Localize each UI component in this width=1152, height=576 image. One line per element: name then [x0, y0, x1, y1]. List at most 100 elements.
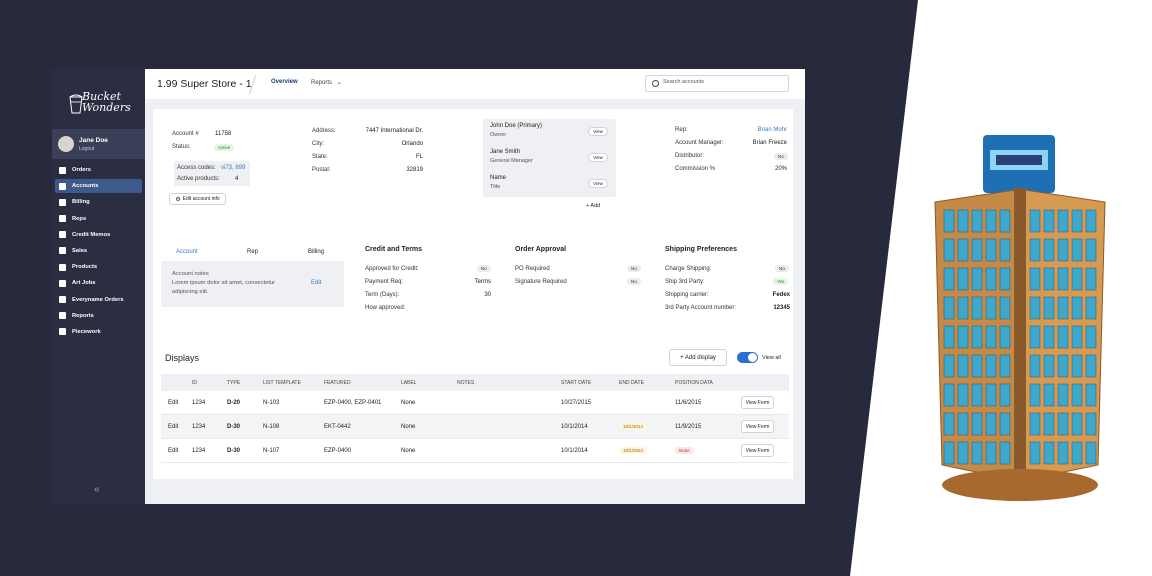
commission-value: 20% [774, 166, 787, 172]
term-label: Term (Days): [365, 292, 400, 298]
rack-product [999, 238, 1011, 262]
active-products: 4 [235, 176, 239, 182]
sidebar-item-label: Accounts [72, 183, 99, 190]
sidebar-item-everyname-orders[interactable]: Everyname Orders [55, 293, 142, 307]
sidebar-item-piecework[interactable]: Piecework [55, 325, 142, 339]
distributor-label: Distributor: [675, 153, 705, 159]
sidebar: Bucket Wonders Jane Doe Logout Orders Acc… [52, 69, 145, 505]
contact-name: Jane Smith [490, 149, 521, 155]
rack-product [1071, 412, 1083, 436]
column-header: LIST TEMPLATE [263, 380, 301, 386]
rack-product [1071, 296, 1083, 320]
row-edit-link[interactable]: Edit [168, 424, 179, 430]
cell-label: None [401, 448, 416, 454]
reps-icon [59, 215, 66, 223]
column-header: TYPE [227, 380, 241, 386]
row-edit-link[interactable]: Edit [168, 400, 179, 406]
tab-reports[interactable]: Reports ⌄ [311, 79, 342, 86]
add-contact-button[interactable]: + Add [586, 203, 601, 209]
city-value: Orlando [401, 141, 423, 147]
cell-featured: EZP-0400, EZP-0401 [324, 400, 382, 406]
contact-view-button[interactable]: View [588, 153, 608, 162]
rack-product [971, 209, 983, 233]
cell-id[interactable]: 1234 [192, 400, 206, 406]
sidebar-item-art-jobs[interactable]: Art Jobs [55, 276, 142, 290]
rack-product [971, 441, 983, 465]
tab-billing[interactable]: Billing [308, 249, 325, 255]
user-profile[interactable]: Jane Doe Logout [52, 129, 145, 159]
rack-product [971, 412, 983, 436]
contact-view-button[interactable]: View [588, 179, 608, 188]
contacts-panel: John Doe (Primary) Owner View Jane Smith Gen… [483, 119, 616, 197]
rack-product [1043, 267, 1055, 291]
sidebar-item-sales[interactable]: Sales [55, 244, 142, 258]
sidebar-item-reps[interactable]: Reps [55, 212, 142, 226]
sidebar-item-billing[interactable]: Billing [55, 195, 142, 209]
postal-value: 32819 [406, 167, 423, 173]
add-display-button[interactable]: + Add display [669, 349, 727, 366]
rack-product [985, 325, 997, 349]
access-codes[interactable]: vi73, 899 [221, 165, 246, 171]
column-header: FEATURED [324, 380, 351, 386]
tab-account[interactable]: Account [176, 249, 198, 255]
topbar: 1.99 Super Store - 1 Overview Reports ⌄ [145, 69, 805, 99]
contact-name: Name [490, 175, 507, 181]
view-form-button[interactable]: View Form [741, 396, 774, 409]
notes-text-line2: adipiscing elit. [172, 289, 209, 295]
credit-title: Credit and Terms [365, 246, 423, 253]
rack-product [1057, 267, 1069, 291]
view-form-button[interactable]: View Form [741, 420, 774, 433]
sidebar-item-credit-memos[interactable]: Credit Memos [55, 228, 142, 242]
notes-edit-link[interactable]: Edit [311, 280, 322, 286]
carrier-label: Shipping carrier: [665, 292, 709, 298]
collapse-sidebar-icon[interactable]: « [94, 484, 100, 495]
rack-product [957, 383, 969, 407]
cell-start: 10/1/2014 [561, 424, 588, 430]
sidebar-item-orders[interactable]: Orders [55, 163, 142, 177]
payment-req-value: Terms [474, 279, 491, 285]
app-window: 1.99 Super Store - 1 Overview Reports ⌄ … [145, 69, 805, 504]
cell-position: 11/6/2015 [675, 400, 702, 406]
rack-product [943, 383, 955, 407]
rack-product [999, 267, 1011, 291]
rack-product [1043, 209, 1055, 233]
cell-id[interactable]: 1234 [192, 448, 206, 454]
tab-rep[interactable]: Rep [247, 249, 259, 255]
rack-product [1029, 209, 1041, 233]
edit-account-button[interactable]: ⚙ Edit account info [169, 193, 226, 205]
chevron-down-icon: ⌄ [336, 80, 342, 86]
sidebar-item-reports[interactable]: Reports [55, 309, 142, 323]
cell-template: N-107 [263, 448, 280, 454]
rep-value[interactable]: Brian Mohr [757, 127, 787, 133]
search-box[interactable] [645, 75, 789, 92]
rep-label: Rep: [675, 127, 688, 133]
cell-start: 10/27/2015 [561, 400, 592, 406]
sidebar-item-label: Everyname Orders [72, 296, 124, 303]
row-edit-link[interactable]: Edit [168, 448, 179, 454]
column-header: END DATE [619, 380, 644, 386]
sidebar-item-products[interactable]: Products [55, 260, 142, 274]
page-title: 1.99 Super Store - 1 [157, 78, 252, 90]
cell-id[interactable]: 1234 [192, 424, 206, 430]
logout-link[interactable]: Logout [79, 146, 95, 152]
payment-req-label: Payment Req: [365, 279, 404, 285]
brand-logo[interactable]: Bucket Wonders [66, 91, 131, 119]
user-name: Jane Doe [79, 137, 108, 144]
postal-label: Postal: [312, 167, 331, 173]
products-icon [59, 263, 66, 271]
column-header: LABEL [401, 380, 417, 386]
contact-title: Owner [490, 132, 507, 138]
contact-view-button[interactable]: View [588, 127, 608, 136]
charge-shipping-badge: No [775, 265, 789, 272]
term-value: 30 [484, 292, 491, 298]
search-input[interactable] [663, 79, 783, 85]
po-required-badge: No [627, 265, 641, 272]
sidebar-item-accounts[interactable]: Accounts [55, 179, 142, 194]
globe-icon [59, 296, 66, 303]
memo-icon [59, 231, 66, 239]
view-all-toggle[interactable] [737, 352, 758, 363]
tab-overview[interactable]: Overview [271, 79, 298, 85]
view-form-button[interactable]: View Form [741, 444, 774, 457]
rack-product [985, 354, 997, 378]
state-value: FL [415, 154, 423, 160]
